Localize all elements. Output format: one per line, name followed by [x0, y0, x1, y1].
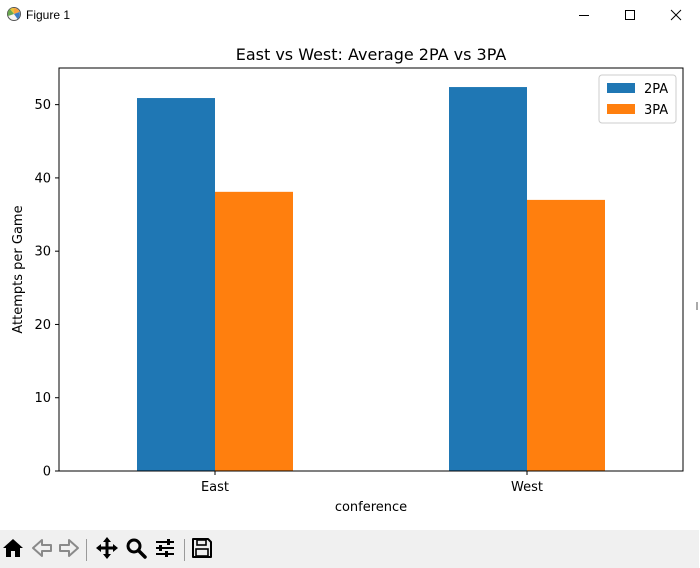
zoom-button[interactable]	[124, 537, 148, 563]
minimize-button[interactable]	[561, 0, 607, 30]
close-icon	[670, 9, 682, 21]
forward-button[interactable]	[57, 539, 81, 561]
y-tick-label: 30	[34, 245, 51, 260]
bar-chart: East vs West: Average 2PA vs 3PA East West…	[11, 45, 684, 515]
pan-button[interactable]	[95, 536, 119, 564]
arrow-right-icon	[58, 538, 80, 562]
y-tick-label: 50	[34, 98, 51, 113]
x-tick-label: East	[201, 480, 229, 495]
chart-title: East vs West: Average 2PA vs 3PA	[236, 45, 507, 64]
configure-subplots-button[interactable]	[153, 539, 177, 561]
save-button[interactable]	[190, 537, 214, 563]
window-title: Figure 1	[26, 8, 71, 22]
home-button[interactable]	[1, 539, 25, 561]
bar-3pa-east	[215, 191, 293, 471]
home-icon	[2, 538, 24, 562]
y-tick-label: 20	[34, 318, 51, 333]
navigation-toolbar	[0, 530, 699, 568]
plot-frame	[58, 67, 684, 472]
y-tick-label: 0	[43, 465, 51, 480]
window-edge-fragment	[696, 296, 700, 310]
toolbar-separator	[184, 539, 185, 561]
x-tick-label: West	[511, 480, 543, 495]
move-icon	[95, 536, 119, 564]
back-button[interactable]	[30, 539, 54, 561]
y-tick-label: 10	[34, 391, 51, 406]
y-axis-label: Attempts per Game	[11, 205, 26, 333]
figure-canvas[interactable]: East vs West: Average 2PA vs 3PA East West…	[0, 30, 699, 530]
x-axis-label: conference	[335, 500, 407, 515]
magnifier-icon	[125, 537, 147, 563]
minimize-icon	[578, 9, 590, 21]
floppy-disk-icon	[191, 537, 213, 563]
bar-2pa-west	[449, 87, 527, 471]
toolbar-separator	[86, 539, 87, 561]
bar-3pa-west	[527, 199, 605, 471]
legend-swatch-3pa	[607, 104, 635, 114]
maximize-icon	[624, 9, 636, 21]
legend-swatch-2pa	[607, 83, 635, 93]
arrow-left-icon	[31, 538, 53, 562]
sliders-icon	[154, 538, 176, 562]
legend-label: 3PA	[644, 103, 668, 118]
y-tick-label: 40	[34, 171, 51, 186]
title-bar[interactable]: Figure 1	[0, 0, 699, 30]
bar-2pa-east	[137, 98, 215, 472]
legend-label: 2PA	[644, 82, 668, 97]
maximize-button[interactable]	[607, 0, 653, 30]
matplotlib-icon	[6, 6, 22, 22]
close-button[interactable]	[653, 0, 699, 30]
